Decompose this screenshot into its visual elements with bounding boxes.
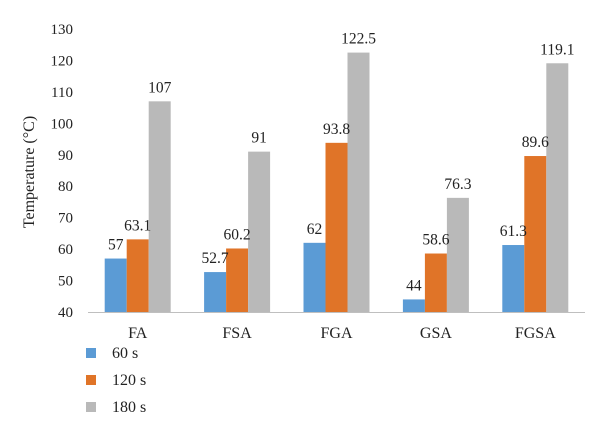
y-tick-label: 40 — [58, 305, 73, 321]
x-category-label: FA — [128, 325, 148, 342]
y-tick-label: 100 — [51, 116, 74, 132]
bar — [424, 253, 447, 312]
data-label: 44 — [406, 277, 422, 294]
legend: 60 s 120 s 180 s — [86, 345, 146, 416]
bar — [126, 239, 149, 312]
y-tick-label: 90 — [58, 148, 73, 164]
legend-label: 120 s — [112, 372, 146, 389]
x-axis-categories: FA FSA FGA GSA FGSA — [128, 325, 556, 342]
y-tick-label: 110 — [51, 85, 73, 101]
legend-label: 60 s — [112, 345, 138, 362]
legend-swatch — [86, 402, 96, 412]
y-tick-label: 50 — [58, 274, 73, 290]
bar — [248, 151, 271, 312]
bar — [303, 242, 326, 312]
y-axis-title: Temperature (°C) — [21, 116, 38, 228]
bar — [524, 156, 547, 312]
legend-swatch — [86, 375, 96, 385]
data-label: 91 — [251, 130, 267, 147]
y-tick-label: 80 — [58, 179, 73, 195]
bar — [446, 197, 469, 312]
y-tick-label: 60 — [58, 242, 73, 258]
data-label: 93.8 — [323, 121, 350, 138]
x-category-label: GSA — [420, 325, 452, 342]
bar — [204, 272, 227, 312]
legend-label: 180 s — [112, 399, 146, 416]
data-label: 89.6 — [522, 134, 549, 151]
x-category-label: FGA — [320, 325, 352, 342]
data-label: 76.3 — [444, 176, 471, 193]
x-category-label: FGSA — [515, 325, 556, 342]
data-label: 119.1 — [540, 41, 574, 58]
bar — [546, 63, 569, 312]
bar — [148, 101, 171, 312]
bar — [226, 248, 249, 312]
data-label: 60.2 — [224, 226, 251, 243]
x-category-label: FSA — [222, 325, 252, 342]
bar — [347, 52, 370, 312]
y-tick-label: 120 — [51, 53, 74, 69]
bar — [402, 299, 425, 312]
data-label: 61.3 — [500, 223, 527, 240]
bar — [104, 258, 127, 312]
y-axis-ticks: 40 50 60 70 80 90 100 110 120 130 — [51, 22, 74, 321]
data-label: 57 — [108, 237, 124, 254]
data-label: 58.6 — [422, 232, 449, 249]
bar — [325, 142, 348, 312]
data-label: 63.1 — [124, 217, 151, 234]
data-label: 52.7 — [202, 250, 229, 267]
y-tick-label: 70 — [58, 211, 73, 227]
y-tick-label: 130 — [51, 22, 74, 38]
bar — [502, 245, 525, 312]
data-label: 107 — [148, 79, 172, 96]
legend-swatch — [86, 348, 96, 358]
data-label: 122.5 — [341, 31, 376, 48]
bars — [104, 52, 569, 312]
data-label: 62 — [307, 221, 323, 238]
